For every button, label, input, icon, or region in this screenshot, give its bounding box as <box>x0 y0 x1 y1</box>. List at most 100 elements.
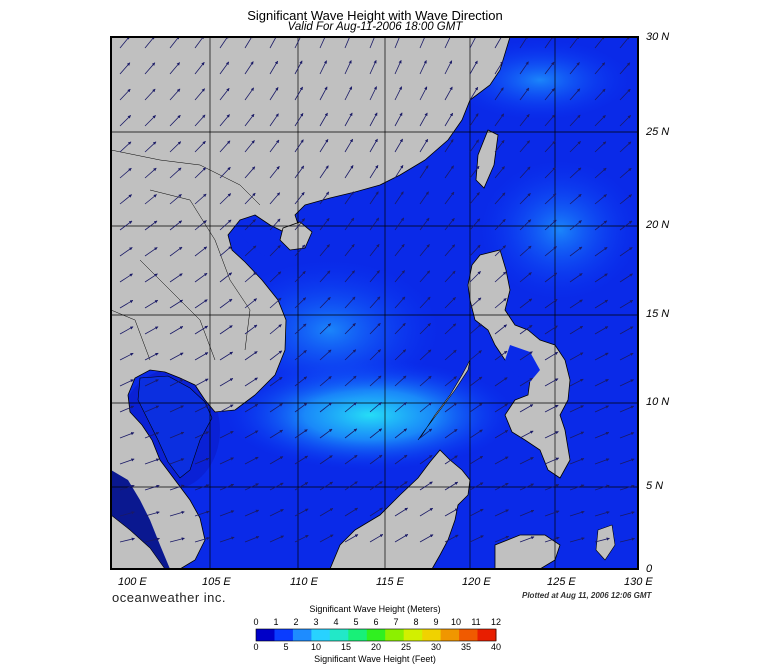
wave-direction-arrow <box>444 139 454 153</box>
wave-direction-arrow <box>569 62 580 75</box>
wave-direction-arrow <box>119 62 131 75</box>
wave-direction-arrow <box>219 430 234 439</box>
wave-direction-arrow <box>544 114 556 127</box>
lat-label-20n: 20 N <box>646 219 670 231</box>
colorbar-tick-meters: 8 <box>413 617 419 627</box>
wave-direction-arrow <box>294 534 309 543</box>
wave-direction-arrow <box>269 245 281 257</box>
colorbar-border <box>255 628 497 642</box>
wave-direction-arrow <box>444 270 456 283</box>
wave-direction-arrow <box>144 432 160 439</box>
wave-direction-arrow <box>469 86 479 101</box>
wave-direction-arrow <box>269 324 282 335</box>
wave-direction-arrow <box>419 270 431 283</box>
wave-direction-arrow <box>269 535 284 543</box>
colorbar-segment <box>311 629 331 641</box>
wave-direction-arrow <box>319 428 333 439</box>
wave-direction-arrow <box>344 349 357 361</box>
wave-direction-arrow <box>519 457 534 465</box>
colorbar-tick-feet: 25 <box>400 642 412 652</box>
wave-direction-arrow <box>444 428 458 439</box>
wave-direction-arrow <box>544 88 555 101</box>
lat-label-5n: 5 N <box>646 480 664 492</box>
wave-direction-arrow <box>444 455 458 465</box>
wave-direction-arrow <box>269 192 281 205</box>
colorbar-tick-meters: 4 <box>333 617 339 627</box>
wave-direction-arrow <box>344 37 352 49</box>
wave-direction-arrow <box>344 191 354 205</box>
wave-direction-arrow <box>369 322 381 335</box>
wave-direction-arrow <box>144 352 159 361</box>
wave-direction-arrow <box>469 60 478 75</box>
wave-direction-arrow <box>119 141 132 153</box>
wave-direction-arrow <box>294 86 303 101</box>
wave-direction-arrow <box>494 403 508 413</box>
wave-direction-arrow <box>194 140 206 153</box>
wave-direction-arrow <box>519 404 534 413</box>
wave-direction-arrow <box>394 112 403 127</box>
wave-direction-arrow <box>394 165 404 179</box>
wave-direction-arrow <box>619 484 635 491</box>
wave-direction-arrow <box>369 138 378 153</box>
colorbar-tick-feet: 15 <box>340 642 352 652</box>
wave-direction-arrow <box>319 112 328 127</box>
wave-direction-arrow <box>519 272 532 283</box>
wave-direction-arrow <box>344 402 357 413</box>
wave-direction-arrow <box>494 139 505 153</box>
wave-direction-arrow <box>469 403 483 413</box>
wave-direction-arrow <box>219 61 230 75</box>
wave-direction-arrow <box>594 115 606 127</box>
wave-direction-arrow <box>319 139 329 153</box>
wave-direction-arrow <box>544 246 557 257</box>
wave-direction-arrow <box>469 455 484 465</box>
wave-direction-arrow <box>144 458 160 465</box>
wave-direction-arrow <box>344 323 356 335</box>
wave-direction-arrow <box>219 351 233 361</box>
wave-direction-arrow <box>369 112 378 127</box>
wave-direction-arrow <box>319 296 331 309</box>
wave-direction-arrow <box>419 323 431 335</box>
wave-direction-arrow <box>219 193 232 205</box>
wave-direction-arrow <box>119 194 132 205</box>
wave-direction-arrow <box>469 271 481 283</box>
colorbar-tick-meters: 1 <box>273 617 279 627</box>
colorbar-tick-meters: 12 <box>490 617 502 627</box>
wave-direction-arrow <box>619 405 635 413</box>
wave-direction-arrow <box>619 273 633 283</box>
wave-direction-arrow <box>369 375 382 387</box>
wave-direction-arrow <box>619 511 635 517</box>
wave-direction-arrow <box>494 350 508 361</box>
wave-direction-arrow <box>269 218 281 231</box>
wave-direction-arrow <box>544 536 560 543</box>
wave-direction-arrow <box>219 114 230 127</box>
wave-direction-arrow <box>619 194 632 205</box>
wave-direction-arrow <box>319 323 332 335</box>
wave-direction-arrow <box>594 88 606 101</box>
wave-direction-arrow <box>169 378 184 387</box>
wave-direction-arrow <box>469 192 480 205</box>
wave-direction-arrow <box>144 247 158 257</box>
wave-direction-arrow <box>169 352 184 361</box>
wave-direction-arrow <box>444 218 455 231</box>
lon-label-115e: 115 E <box>376 576 404 588</box>
wave-direction-arrow <box>369 86 377 101</box>
wave-direction-arrow <box>544 404 559 413</box>
wave-direction-arrow <box>394 322 406 335</box>
wave-direction-arrow <box>269 376 283 387</box>
colorbar-segment <box>329 629 349 641</box>
wave-direction-arrow <box>519 377 533 387</box>
gulf-of-thailand <box>137 375 213 479</box>
wave-direction-arrow <box>419 296 431 309</box>
wave-direction-arrow <box>369 454 383 465</box>
wave-direction-arrow <box>469 323 482 335</box>
colorbar-title-feet: Significant Wave Height (Feet) <box>314 654 436 664</box>
wave-direction-arrow <box>169 299 183 309</box>
colorbar-tick-meters: 0 <box>253 617 259 627</box>
lon-label-125e: 125 E <box>547 576 576 588</box>
wave-direction-arrow <box>419 112 428 127</box>
wave-direction-arrow <box>594 405 609 413</box>
wave-direction-arrow <box>494 324 507 335</box>
wave-direction-arrow <box>119 299 134 309</box>
wave-direction-arrow <box>444 376 457 387</box>
